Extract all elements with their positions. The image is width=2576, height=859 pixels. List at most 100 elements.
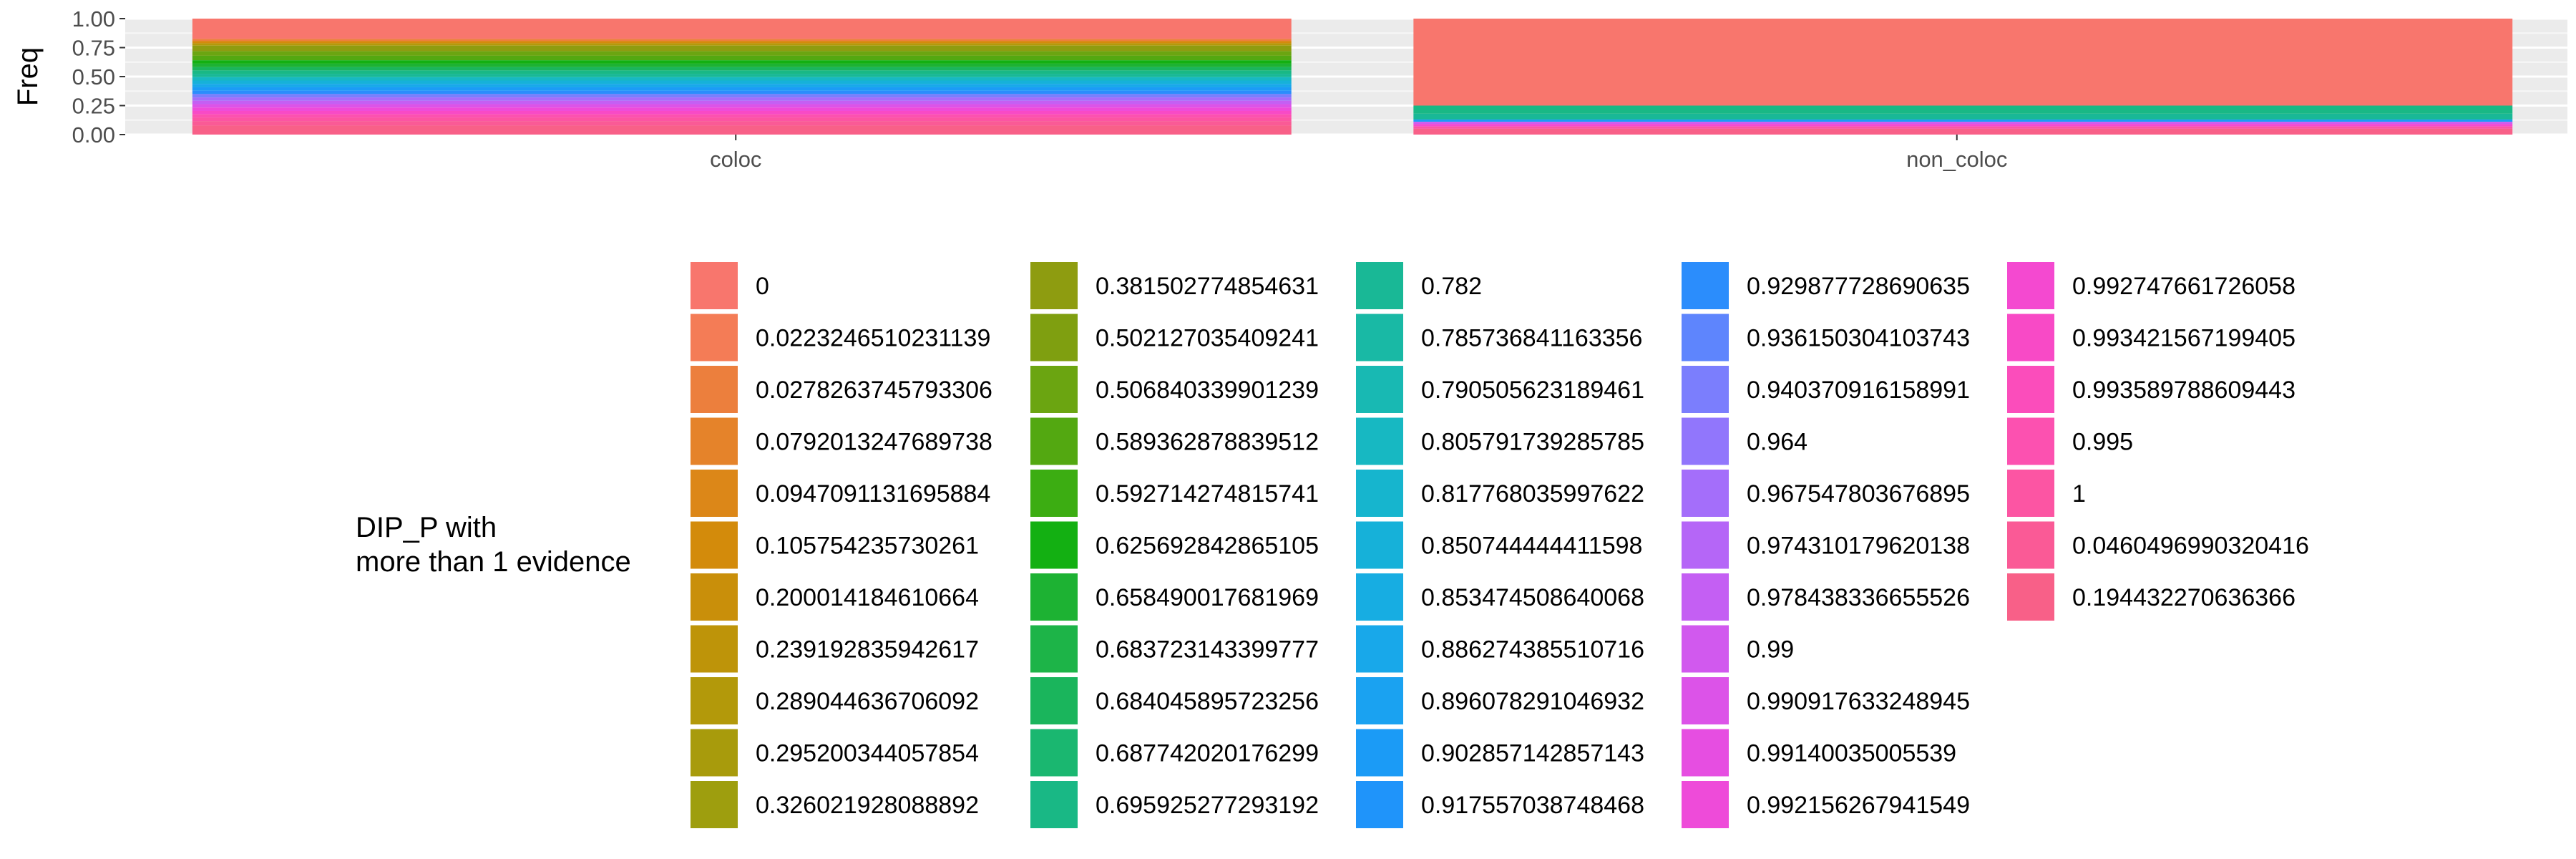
legend-label: 0.853474508640068 <box>1421 584 1644 611</box>
legend-label: 0.917557038748468 <box>1421 792 1644 819</box>
legend-label: 0.589362878839512 <box>1096 429 1319 456</box>
legend-key <box>1355 468 1405 518</box>
bar-segment-coloc <box>192 19 1292 39</box>
legend-label: 0.992747661726058 <box>2072 273 2296 300</box>
legend-label: 0.194432270636366 <box>2072 584 2296 611</box>
bar-segment-coloc <box>192 67 1292 71</box>
bar-segment-coloc <box>192 55 1292 61</box>
legend-label: 0.295200344057854 <box>756 740 979 767</box>
legend-label: 0.239192835942617 <box>756 636 979 664</box>
legend-key <box>689 261 739 311</box>
legend-key <box>689 572 739 622</box>
legend-label: 0.990917633248945 <box>1747 688 1970 715</box>
y-tick-label: 0.75 <box>72 36 115 61</box>
legend-label: 0.896078291046932 <box>1421 688 1644 715</box>
legend-label: 0.289044636706092 <box>756 688 979 715</box>
legend-label: 0.964 <box>1747 429 1807 456</box>
x-axis: coloc non_coloc <box>710 135 2007 172</box>
legend-key <box>1029 312 1079 363</box>
legend-label: 0.326021928088892 <box>756 792 979 819</box>
legend-label: 0.995 <box>2072 429 2133 456</box>
legend-key <box>2006 261 2056 311</box>
legend-label: 0.592714274815741 <box>1096 480 1319 508</box>
bar-segment-coloc <box>192 117 1292 122</box>
legend-key <box>689 520 739 571</box>
legend-label: 0.684045895723256 <box>1096 688 1319 715</box>
legend-label: 0.502127035409241 <box>1096 325 1319 352</box>
legend-key <box>1680 780 1730 830</box>
legend-label: 0.0792013247689738 <box>756 429 992 456</box>
bar-segment-coloc <box>192 110 1292 115</box>
legend-label: 0.805791739285785 <box>1421 429 1644 456</box>
legend-label: 0.0223246510231139 <box>756 325 990 352</box>
bar-segment-non_coloc <box>1413 126 2513 129</box>
legend-key <box>689 676 739 726</box>
legend-key <box>1355 416 1405 467</box>
legend-key <box>1355 520 1405 571</box>
bar-segment-coloc <box>192 74 1292 77</box>
bar-segment-coloc <box>192 63 1292 67</box>
legend-label: 0.785736841163356 <box>1421 325 1642 352</box>
bar-segment-non_coloc <box>1413 124 2513 127</box>
legend-key <box>1029 572 1079 622</box>
legend-label: 0.940370916158991 <box>1747 377 1970 404</box>
x-tick-label: non_coloc <box>1906 147 2007 172</box>
legend-key <box>1355 623 1405 674</box>
y-tick-label: 0.25 <box>72 94 115 119</box>
legend-label: 0.790505623189461 <box>1421 377 1644 404</box>
legend-label: 1 <box>2072 480 2086 508</box>
legend-label: 0.936150304103743 <box>1747 325 1970 352</box>
legend-key <box>1680 416 1730 467</box>
y-tick-label: 0.50 <box>72 64 115 89</box>
legend-key <box>689 312 739 363</box>
legend-key <box>2006 416 2056 467</box>
legend-label: 0.687742020176299 <box>1096 740 1319 767</box>
bar-segment-non_coloc <box>1413 119 2513 122</box>
legend-label: 0.886274385510716 <box>1421 636 1644 664</box>
legend-key <box>1680 261 1730 311</box>
legend-label: 0.0278263745793306 <box>756 377 992 404</box>
legend-label: 0.105754235730261 <box>756 533 979 560</box>
legend-key <box>689 727 739 778</box>
bar-segment-coloc <box>192 90 1292 94</box>
bar-segment-coloc <box>192 125 1292 135</box>
bar-segment-coloc <box>192 80 1292 84</box>
legend-title: DIP_P with <box>356 512 497 543</box>
legend-label: 0.929877728690635 <box>1747 273 1970 300</box>
legend-key <box>1355 364 1405 414</box>
bar-segment-coloc <box>192 51 1292 56</box>
legend-label: 0.974310179620138 <box>1747 533 1970 560</box>
legend-key <box>2006 364 2056 414</box>
legend-label: 0.381502774854631 <box>1096 273 1319 300</box>
bars <box>192 19 2513 135</box>
legend-key <box>1355 261 1405 311</box>
bar-segment-coloc <box>192 100 1292 105</box>
bar-segment-non_coloc <box>1413 19 2513 106</box>
legend-key <box>1355 572 1405 622</box>
legend-label: 0.0460496990320416 <box>2072 533 2309 560</box>
legend-label: 0.506840339901239 <box>1096 377 1319 404</box>
legend-key <box>1680 572 1730 622</box>
bar-segment-coloc <box>192 39 1292 42</box>
legend-label: 0.993589788609443 <box>2072 377 2296 404</box>
bar-segment-coloc <box>192 121 1292 126</box>
legend-label: 0.992156267941549 <box>1747 792 1970 819</box>
legend-label: 0.967547803676895 <box>1747 480 1970 508</box>
legend-title: more than 1 evidence <box>356 546 631 578</box>
legend-key <box>1029 780 1079 830</box>
legend-key <box>1680 468 1730 518</box>
bar-segment-non_coloc <box>1413 113 2513 120</box>
legend-key <box>1680 520 1730 571</box>
legend-key <box>1029 520 1079 571</box>
legend-label: 0.817768035997622 <box>1421 480 1644 508</box>
legend-key <box>1029 416 1079 467</box>
y-axis: 0.00 0.25 0.50 0.75 1.00 <box>72 6 125 147</box>
legend-label: 0.993421567199405 <box>2072 325 2296 352</box>
y-tick-label: 1.00 <box>72 6 115 31</box>
bar-segment-non_coloc <box>1413 128 2513 135</box>
legend-label: 0.0947091131695884 <box>756 480 990 508</box>
legend-label: 0.658490017681969 <box>1096 584 1319 611</box>
bar-segment-coloc <box>192 45 1292 52</box>
